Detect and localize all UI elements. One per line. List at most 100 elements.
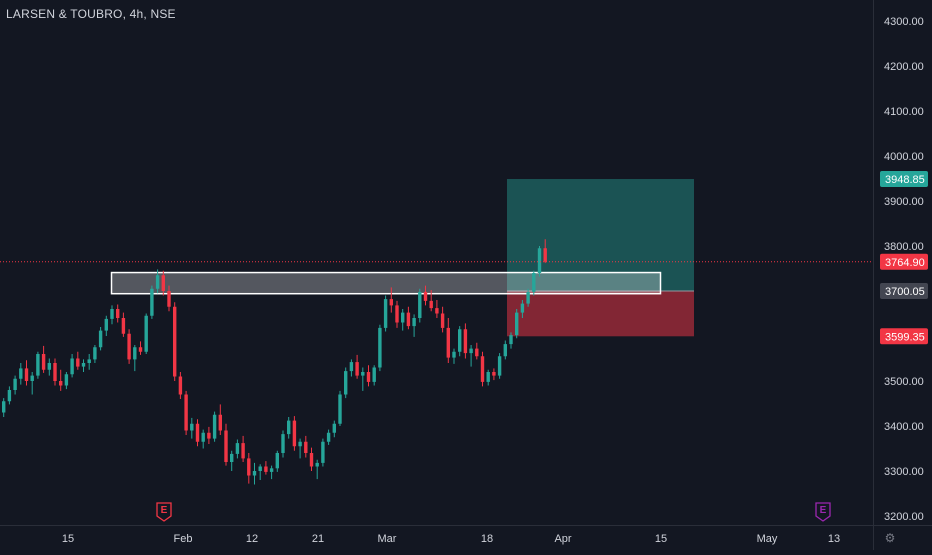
candle-body xyxy=(298,441,302,447)
time-tick-label: 12 xyxy=(246,533,258,545)
candle-body xyxy=(155,275,160,289)
candle xyxy=(435,300,439,318)
candle xyxy=(59,369,63,391)
candle-body xyxy=(315,462,319,467)
candle-body xyxy=(281,434,285,453)
candle xyxy=(475,342,479,360)
candle-body xyxy=(543,248,547,262)
earnings-marker[interactable]: E xyxy=(815,502,831,522)
candle xyxy=(526,288,530,307)
candle xyxy=(446,318,450,363)
candle xyxy=(458,326,462,357)
candle xyxy=(41,345,46,373)
candle-body xyxy=(326,432,331,442)
candle xyxy=(537,246,542,277)
candle-body xyxy=(13,378,17,390)
candle-body xyxy=(378,327,382,368)
candle xyxy=(264,461,268,475)
candle-body xyxy=(161,275,165,291)
candle xyxy=(230,450,234,471)
candle-body xyxy=(110,309,114,319)
candle xyxy=(161,270,165,296)
candle-body xyxy=(81,363,86,367)
candle-body xyxy=(178,376,183,395)
candle-body xyxy=(321,441,325,463)
candle xyxy=(64,372,69,390)
price-tick-label: 3400.00 xyxy=(884,421,924,433)
candle-body xyxy=(121,318,126,334)
time-tick-label: 15 xyxy=(62,533,74,545)
candle xyxy=(497,353,502,379)
candle xyxy=(349,359,354,377)
candle xyxy=(116,304,120,323)
candle xyxy=(395,300,399,328)
candle-body xyxy=(440,313,445,328)
candle-body xyxy=(275,453,279,469)
candles xyxy=(2,239,547,485)
candle-body xyxy=(372,367,376,382)
candle xyxy=(423,285,428,306)
candle xyxy=(532,270,536,296)
time-tick-label: 13 xyxy=(828,533,840,545)
candle xyxy=(469,345,473,367)
earnings-marker[interactable]: E xyxy=(156,502,172,522)
candle xyxy=(503,340,507,360)
candle xyxy=(486,369,490,386)
candle-body xyxy=(412,318,416,327)
candle-body xyxy=(383,299,388,328)
candle xyxy=(212,411,217,442)
candle-body xyxy=(98,330,103,348)
candle xyxy=(207,426,211,444)
candle xyxy=(418,288,422,323)
candle-body xyxy=(7,390,12,402)
candle xyxy=(344,367,348,399)
candle-body xyxy=(537,248,542,273)
price-label-text: 3948.85 xyxy=(885,174,925,186)
candle-body xyxy=(2,401,6,413)
candle-body xyxy=(429,300,433,309)
candle xyxy=(361,367,365,391)
candle xyxy=(201,429,205,449)
candle-body xyxy=(24,368,29,381)
gear-icon[interactable]: ⚙ xyxy=(884,531,896,545)
candle xyxy=(543,239,547,264)
candle xyxy=(412,314,416,337)
candle xyxy=(2,398,6,417)
candle xyxy=(110,305,114,325)
candle xyxy=(36,351,40,379)
price-tick-label: 4200.00 xyxy=(884,61,924,73)
candle xyxy=(378,324,382,372)
candle xyxy=(315,459,319,480)
candle-body xyxy=(435,308,439,314)
candle-body xyxy=(184,394,188,431)
candle xyxy=(76,351,80,370)
resistance-rectangle[interactable] xyxy=(110,271,662,295)
candle xyxy=(70,354,74,378)
stop-loss-zone[interactable] xyxy=(507,290,694,337)
candle xyxy=(258,464,262,480)
candle xyxy=(389,287,393,313)
candle xyxy=(309,447,314,471)
candle xyxy=(401,309,405,331)
candle-body xyxy=(70,358,74,375)
candle-body xyxy=(190,423,194,431)
price-tick-label: 4000.00 xyxy=(884,151,924,163)
candle xyxy=(480,351,485,387)
candle-body xyxy=(492,372,496,376)
candle xyxy=(13,375,17,395)
price-label-text: 3599.35 xyxy=(885,331,925,343)
price-tick-label: 4100.00 xyxy=(884,106,924,118)
price-tick-label: 3500.00 xyxy=(884,376,924,388)
candle xyxy=(429,290,433,312)
candle xyxy=(138,341,143,355)
candle xyxy=(127,329,131,364)
candle-body xyxy=(389,299,393,306)
candle xyxy=(98,327,103,351)
candle-body xyxy=(207,432,211,439)
candle-body xyxy=(486,372,490,382)
price-label-box xyxy=(880,171,928,188)
price-tick-label: 3300.00 xyxy=(884,466,924,478)
candle-body xyxy=(509,335,513,345)
